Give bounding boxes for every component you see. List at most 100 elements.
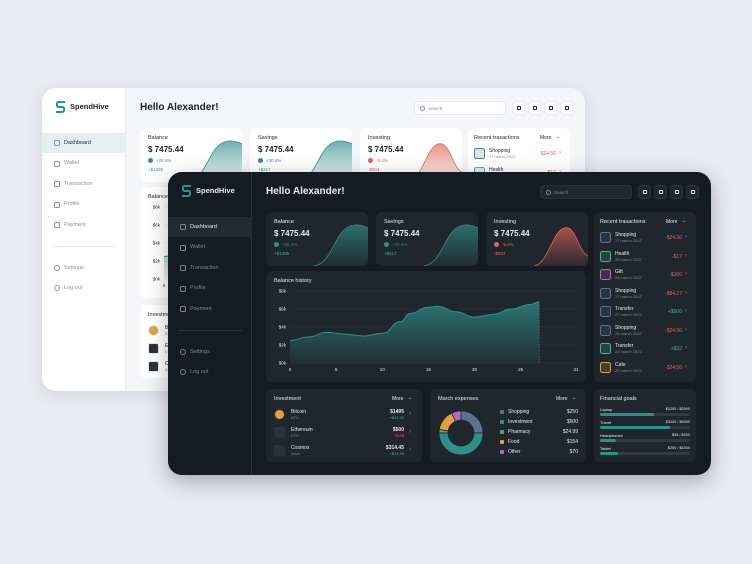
card-title: Savings — [384, 219, 404, 225]
coin-name: Bitcoin — [291, 409, 307, 415]
transaction-icon — [600, 232, 611, 243]
more-link[interactable]: More — [392, 396, 404, 402]
nav-item[interactable]: Log out — [168, 364, 252, 380]
coin-ticker: ETH — [291, 433, 299, 438]
more-arrow: → — [571, 395, 577, 401]
card-amount: $ 7475.44 — [494, 229, 530, 238]
section-title: Investment — [274, 396, 301, 402]
sidebar: SpendHive Dashboard Wallet Transaction Profi… — [42, 88, 126, 391]
nav-item[interactable]: Dashboard — [168, 217, 252, 237]
transaction-amount: -$24.56 — [665, 235, 682, 241]
nav-icon — [54, 160, 60, 167]
transaction-name: Gift — [615, 269, 623, 275]
summary-card: Savings $ 7475.44 +30.4% +$217 — [376, 212, 478, 266]
x-tick-label: 20 — [472, 367, 478, 372]
card-title: Balance — [274, 219, 294, 225]
donut-segment — [451, 410, 462, 422]
icon-button[interactable] — [638, 185, 651, 199]
nav-icon — [180, 265, 186, 271]
nav-icon — [180, 285, 186, 292]
icon-button[interactable] — [686, 185, 699, 199]
search-box[interactable]: Search — [414, 101, 506, 115]
transaction-amount: +$500 — [667, 309, 682, 315]
nav-item[interactable]: Wallet — [168, 238, 252, 258]
goal-name: Travel — [600, 420, 611, 425]
legend-label: Other — [508, 449, 521, 455]
more-link[interactable]: More — [666, 219, 678, 225]
legend-value: $500 — [566, 419, 578, 425]
icon-button[interactable] — [560, 101, 573, 115]
icon-glyph — [517, 106, 521, 110]
x-tick-label: 25 — [518, 367, 524, 372]
x-tick-label: 31 — [573, 367, 579, 372]
transaction-date: 27 march 2022 — [615, 293, 642, 299]
transaction-icon — [600, 269, 611, 280]
transaction-name: Health — [615, 250, 630, 257]
logo-shape — [56, 101, 65, 113]
coin-change: -$128 — [393, 433, 404, 438]
icon-button[interactable] — [670, 185, 683, 199]
goal-label: $1200 / $2000 — [665, 407, 690, 411]
icon-glyph — [675, 190, 679, 194]
goal-progress — [600, 439, 616, 442]
nav-item[interactable]: Payment — [42, 215, 126, 235]
goal-track — [600, 426, 690, 429]
transaction-icon — [600, 306, 611, 317]
card-delta: +$1495 — [274, 251, 290, 256]
nav-item[interactable]: Settings — [42, 260, 126, 276]
donut-segment — [460, 410, 484, 434]
nav-item[interactable]: Wallet — [42, 154, 126, 174]
more-link[interactable]: More — [540, 135, 552, 141]
section-title: March expenses — [438, 396, 479, 402]
goal-name: Laptop — [600, 407, 613, 412]
icon-glyph — [549, 106, 553, 110]
nav-item[interactable]: Payment — [168, 299, 252, 319]
brand-name: SpendHive — [70, 102, 109, 111]
card-amount: $ 7475.44 — [274, 229, 310, 238]
goal-label: $3120 / $4000 — [665, 420, 690, 424]
y-tick-label: $0k — [279, 361, 287, 366]
chevron: › — [685, 326, 687, 333]
chart-title: Balance history — [148, 194, 186, 200]
transaction-date: 26 march 2022 — [615, 275, 642, 280]
goal-progress — [600, 452, 618, 455]
divider — [52, 246, 116, 247]
card-change: +25.4% — [156, 158, 172, 163]
transaction-icon — [600, 343, 611, 354]
transaction-amount: -$100 — [669, 272, 682, 278]
nav-label: Settings — [64, 264, 84, 271]
more-link[interactable]: More — [556, 396, 568, 402]
legend-label: Pharmacy — [508, 429, 531, 435]
nav-label: Dashboard — [190, 223, 217, 230]
chevron: › — [685, 289, 687, 296]
sparkline-area — [534, 227, 588, 266]
sidebar: SpendHive Dashboard Wallet Transaction Profi… — [168, 172, 252, 475]
change-icon — [384, 242, 389, 247]
nav-item[interactable]: Profile — [168, 279, 252, 299]
coin-icon — [274, 427, 285, 438]
donut-segment — [438, 432, 484, 456]
coin-name: Cosmos — [291, 445, 310, 451]
change-icon — [148, 158, 153, 163]
transaction-amount: +$32 — [670, 346, 682, 352]
icon-button[interactable] — [544, 101, 557, 115]
x-tick-label: 5 — [335, 367, 338, 372]
coin-change: +$44.50 — [389, 415, 404, 420]
change-icon — [368, 158, 373, 163]
donut — [438, 410, 484, 456]
icon-button[interactable] — [654, 185, 667, 199]
icon-button[interactable] — [512, 101, 525, 115]
nav-item[interactable]: Log out — [42, 280, 126, 296]
card-amount: $ 7475.44 — [258, 145, 294, 154]
icon-button[interactable] — [528, 101, 541, 115]
search-box[interactable]: Search — [540, 185, 632, 199]
chevron: › — [685, 345, 687, 351]
nav-item[interactable]: Transaction — [168, 258, 252, 278]
nav-item[interactable]: Transaction — [42, 174, 126, 194]
nav-item[interactable]: Settings — [168, 344, 252, 360]
nav-item[interactable]: Profile — [42, 195, 126, 215]
nav-icon — [54, 201, 60, 208]
nav-item[interactable]: Dashboard — [42, 133, 126, 153]
change-icon — [494, 242, 499, 247]
chevron: › — [685, 308, 687, 314]
